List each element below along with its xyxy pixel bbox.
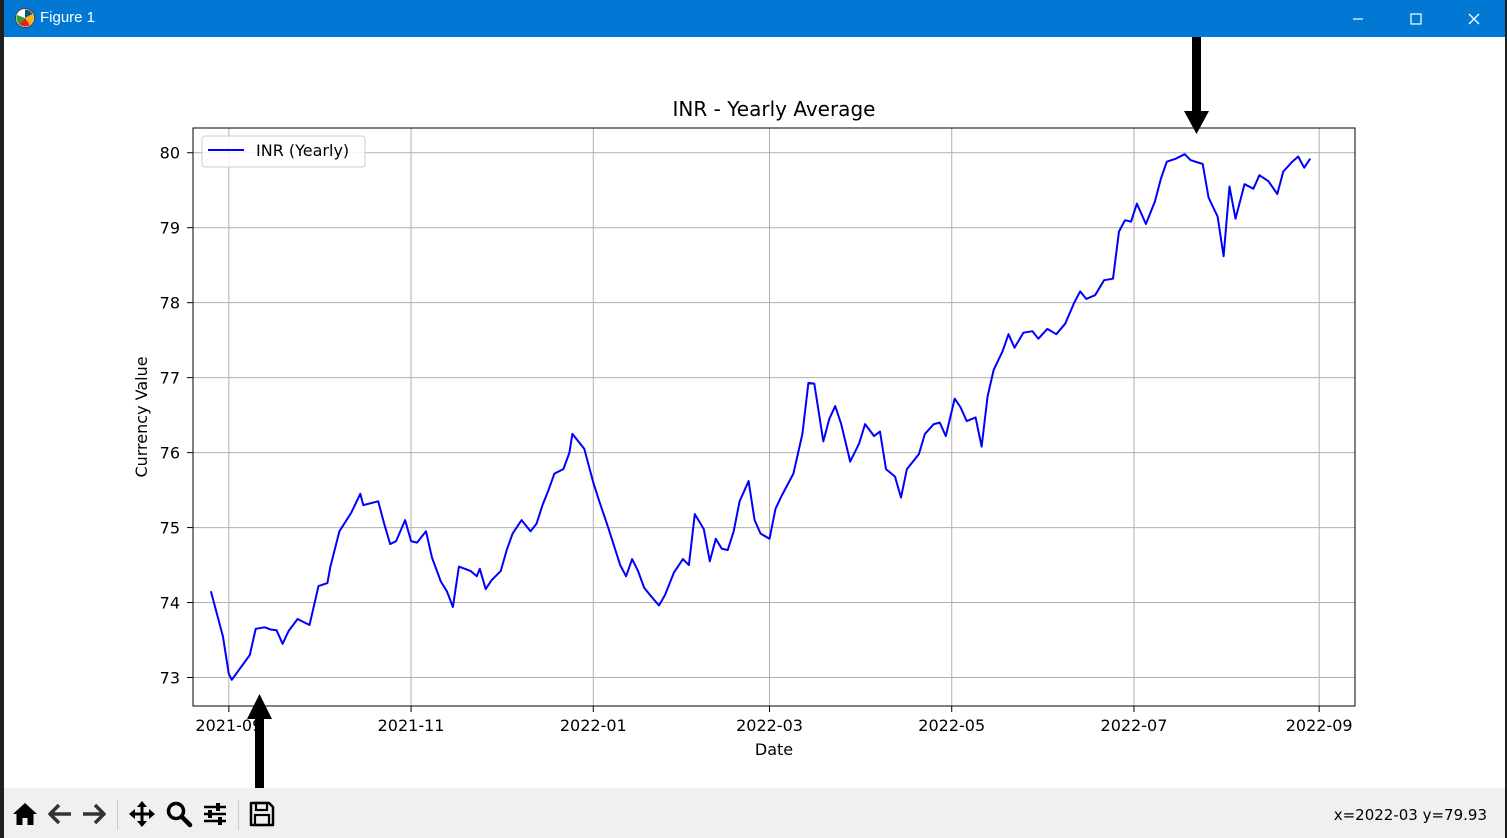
y-tick-label: 73 <box>160 669 180 688</box>
axes-frame <box>192 127 1356 707</box>
title-bar[interactable]: Figure 1 <box>4 0 1505 37</box>
home-icon <box>13 803 37 825</box>
magnifier-icon <box>166 801 193 828</box>
figure-window: Figure 1 2021-09 2021-11 2022-01 2022-03 202… <box>4 0 1505 838</box>
series-line-inr-yearly <box>209 153 1312 681</box>
toolbar-separator <box>238 800 239 830</box>
x-axis-ticks: 2021-09 2021-11 2022-01 2022-03 2022-05 2022-… <box>195 706 1353 735</box>
arrow-bottom-annotation <box>247 694 272 788</box>
back-button[interactable] <box>44 798 76 830</box>
matplotlib-logo-icon <box>15 8 35 28</box>
series-layer <box>209 153 1312 681</box>
cursor-coordinates: x=2022-03 y=79.93 <box>1333 806 1487 824</box>
toolbar-separator <box>117 800 118 830</box>
save-button[interactable] <box>246 798 278 830</box>
grid-lines <box>193 128 1355 706</box>
y-tick-label: 79 <box>160 219 180 238</box>
arrow-left-icon <box>48 803 71 825</box>
y-tick-label: 80 <box>160 144 180 163</box>
y-tick-label: 76 <box>160 444 180 463</box>
legend-label: INR (Yearly) <box>256 141 349 160</box>
y-tick-label: 78 <box>160 294 180 313</box>
sliders-icon <box>204 803 226 825</box>
floppy-disk-icon <box>249 801 275 827</box>
maximize-button[interactable] <box>1387 0 1445 37</box>
y-tick-label: 75 <box>160 519 180 538</box>
home-button[interactable] <box>9 798 41 830</box>
navigation-toolbar: x=2022-03 y=79.93 <box>4 788 1505 838</box>
x-tick-label: 2022-03 <box>736 716 803 735</box>
arrow-top-annotation <box>1184 37 1209 134</box>
legend: INR (Yearly) <box>201 135 366 168</box>
line-chart: 2021-09 2021-11 2022-01 2022-03 2022-05 2022-… <box>132 37 1356 788</box>
x-tick-label: 2022-09 <box>1286 716 1353 735</box>
x-tick-label: 2022-05 <box>918 716 985 735</box>
move-icon <box>129 801 155 827</box>
minimize-button[interactable] <box>1329 0 1387 37</box>
y-tick-label: 74 <box>160 594 180 613</box>
x-axis-label: Date <box>755 740 793 759</box>
figure-canvas[interactable]: 2021-09 2021-11 2022-01 2022-03 2022-05 2022-… <box>4 37 1505 788</box>
minimize-icon <box>1353 17 1363 20</box>
close-button[interactable] <box>1445 0 1503 37</box>
legend-box <box>201 135 366 168</box>
arrow-right-icon <box>83 803 106 825</box>
x-tick-label: 2022-07 <box>1101 716 1168 735</box>
configure-subplots-button[interactable] <box>199 798 231 830</box>
forward-button[interactable] <box>78 798 110 830</box>
y-axis-ticks: 73 74 75 76 77 78 79 80 <box>160 144 193 688</box>
x-tick-label: 2021-11 <box>378 716 445 735</box>
x-tick-label: 2022-01 <box>560 716 627 735</box>
close-icon <box>1468 13 1480 24</box>
y-axis-label: Currency Value <box>132 356 151 477</box>
maximize-icon <box>1410 12 1422 25</box>
window-title: Figure 1 <box>40 9 96 26</box>
x-tick-label: 2021-09 <box>195 716 262 735</box>
chart-title: INR - Yearly Average <box>673 97 876 121</box>
pan-button[interactable] <box>126 798 158 830</box>
zoom-button[interactable] <box>163 798 195 830</box>
y-tick-label: 77 <box>160 369 180 388</box>
